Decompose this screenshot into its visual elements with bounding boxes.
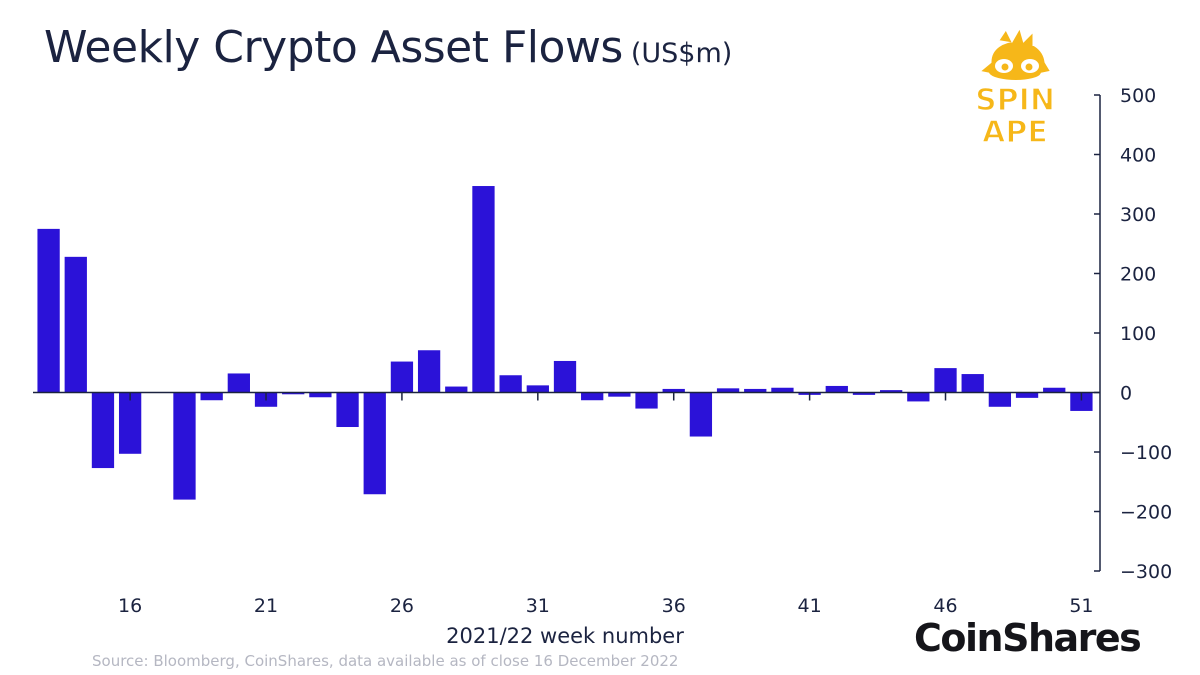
x-tick-label: 31 [526,595,550,617]
bar-week-49 [1015,392,1039,398]
x-axis-label: 2021/22 week number [446,624,684,648]
y-tick-label: 0 [1120,383,1132,405]
bar-week-44 [880,390,903,393]
bar-week-30 [499,375,522,393]
y-tick-label: 100 [1120,323,1156,345]
y-tick-label: −100 [1120,442,1172,464]
y-tick-label: −300 [1120,561,1172,583]
axes-group: 16 21 26 31 36 41 46 51 500 400 300 200 100 0 −100 −200… [33,85,1172,617]
x-tick-label: 36 [662,595,686,617]
bar-week-28 [445,386,468,393]
x-tick-label: 26 [390,595,414,617]
bar-week-46 [934,368,957,393]
bar-week-34 [608,392,631,397]
bar-week-45 [907,392,930,402]
brand-logo: CoinShares [914,616,1142,660]
bar-week-23 [309,392,332,398]
y-tick-label: 400 [1120,145,1156,167]
bar-week-40 [771,387,794,393]
spin-ape-logo-icon: SPIN APE [974,22,1056,151]
bar-week-29 [472,186,495,393]
bar-week-15 [91,392,115,469]
bar-week-42 [825,385,848,393]
y-tick-label: 500 [1120,85,1156,107]
bar-week-14 [64,256,87,393]
bar-week-32 [553,360,577,393]
title-unit: (US$m) [630,38,733,69]
x-tick-label: 51 [1069,595,1093,617]
bar-week-25 [363,392,386,495]
bar-week-27 [417,350,441,393]
bar-week-26 [390,361,414,393]
bar-week-19 [200,392,223,401]
bar-week-36 [662,388,685,393]
logo-line1: SPIN [975,83,1055,118]
y-tick-label: 200 [1120,264,1156,286]
bar-week-31 [526,385,549,393]
bar-week-20 [227,373,250,393]
bar-week-24 [336,392,359,428]
x-tick-label: 21 [254,595,278,617]
bars-group [37,186,1093,500]
bar-week-18 [173,392,196,500]
title-text: Weekly Crypto Asset Flows [44,22,623,73]
y-tick-label: −200 [1120,502,1172,524]
bar-week-47 [961,374,984,393]
bar-week-13 [37,228,60,393]
bar-week-48 [988,392,1012,407]
x-tick-label: 41 [798,595,822,617]
bar-week-16 [118,392,142,454]
y-tick-label: 300 [1120,204,1156,226]
x-tick-label: 16 [118,595,142,617]
x-tick-label: 46 [933,595,957,617]
bar-week-35 [635,392,658,409]
source-note: Source: Bloomberg, CoinShares, data avai… [92,652,679,670]
bar-week-37 [689,392,713,437]
bar-week-38 [716,388,740,393]
bar-week-51 [1070,392,1093,411]
bar-week-39 [744,388,767,393]
chart-title: Weekly Crypto Asset Flows (US$m) [44,22,732,73]
bar-week-43 [852,392,876,395]
bar-week-33 [581,392,604,401]
bar-week-50 [1043,387,1066,393]
logo-line2: APE [982,115,1048,150]
bar-week-22 [282,392,305,395]
